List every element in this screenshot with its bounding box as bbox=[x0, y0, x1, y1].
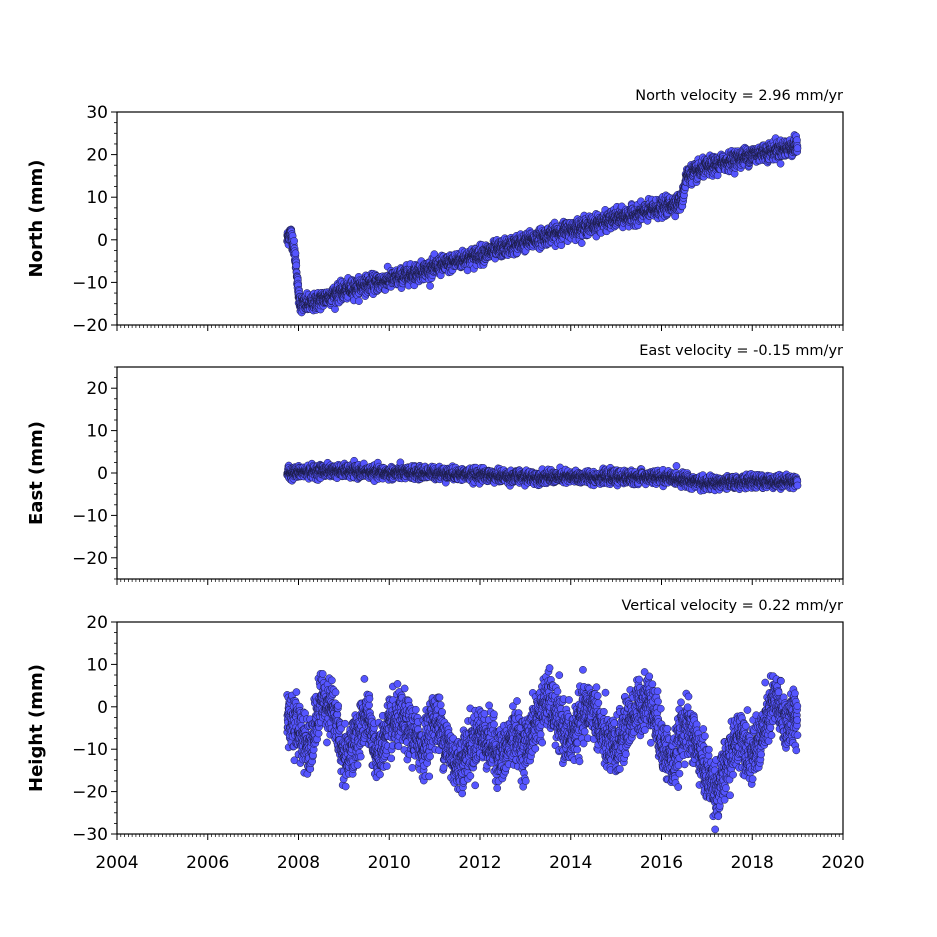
data-point bbox=[671, 212, 680, 221]
data-point bbox=[577, 239, 586, 247]
data-point bbox=[355, 297, 363, 305]
data-point bbox=[426, 282, 434, 290]
y-axis-label: North (mm) bbox=[26, 160, 47, 278]
data-point bbox=[776, 159, 785, 168]
data-point bbox=[793, 144, 802, 153]
panel-1: −20 −10 0 10 20 30 North (mm) North velocity = … bbox=[26, 88, 844, 336]
y-tick-label: 10 bbox=[86, 188, 108, 208]
y-tick-label: 30 bbox=[86, 103, 108, 123]
y-tick-label: 20 bbox=[86, 146, 108, 166]
data-point bbox=[290, 237, 298, 245]
velocity-annotation: North velocity = 2.96 mm/yr bbox=[635, 88, 843, 104]
y-tick-label: −10 bbox=[72, 273, 108, 293]
series-points bbox=[283, 456, 802, 495]
panels: −20 −10 0 10 20 30 North (mm) North velocity = … bbox=[26, 88, 865, 873]
y-tick-label: 0 bbox=[97, 231, 108, 251]
series-points bbox=[283, 131, 802, 317]
data-point bbox=[291, 249, 300, 258]
axes-frame bbox=[116, 111, 844, 326]
data-point bbox=[430, 250, 439, 258]
y-tick-label: −20 bbox=[72, 316, 108, 336]
